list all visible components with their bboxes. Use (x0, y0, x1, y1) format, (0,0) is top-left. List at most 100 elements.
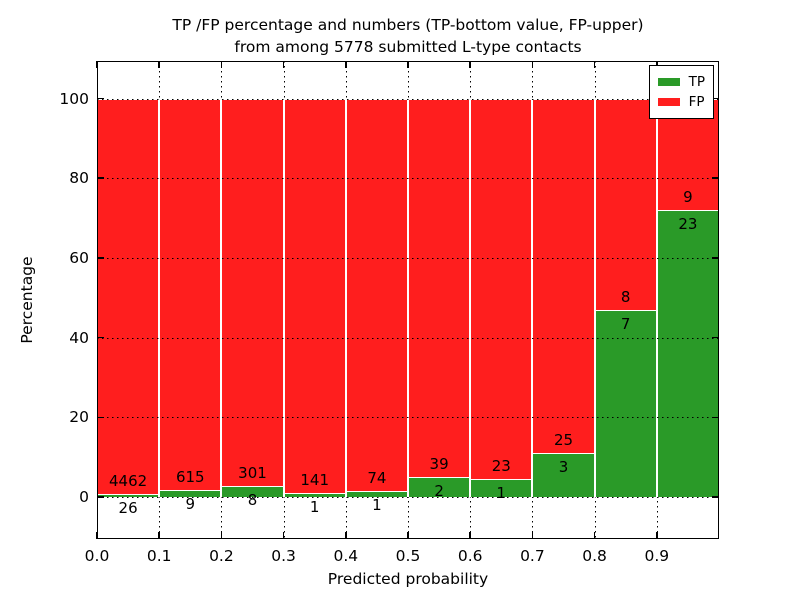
y-tick-mark (97, 416, 104, 419)
x-tick-mark (531, 532, 534, 539)
y-tick-mark (712, 336, 719, 339)
y-tick-mark (97, 496, 104, 498)
stacked-bar (408, 98, 471, 497)
x-tick-mark (593, 61, 596, 68)
x-tick-label: 0.8 (582, 547, 607, 565)
bar-segment-tp (160, 490, 221, 497)
gridline-horizontal (97, 178, 719, 180)
x-tick-label: 0.2 (209, 547, 234, 565)
gridline-horizontal (97, 257, 719, 259)
y-tick-label: 0 (79, 488, 89, 506)
y-tick-mark (97, 336, 104, 339)
x-tick-label: 0.0 (84, 547, 110, 565)
bar-label-fp: 615 (175, 468, 205, 487)
bar-label-fp: 39 (429, 454, 449, 473)
x-tick-label: 0.3 (271, 547, 296, 565)
bar-segment-tp (98, 493, 159, 497)
x-tick-label: 0.9 (644, 547, 670, 565)
bar-label-tp: 7 (620, 315, 631, 334)
bar-label-fp: 74 (367, 468, 387, 487)
x-tick-mark (407, 532, 409, 539)
chart-title-line1: TP /FP percentage and numbers (TP-bottom… (172, 16, 644, 34)
stacked-bar (594, 98, 657, 497)
y-tick-label: 100 (59, 89, 89, 108)
x-tick-mark (656, 61, 658, 68)
x-tick-mark (282, 61, 285, 68)
y-tick-label: 60 (69, 248, 89, 267)
y-tick-mark (97, 177, 104, 179)
x-tick-mark (282, 532, 285, 539)
legend-entry-tp: TP (657, 72, 705, 92)
x-tick-mark (345, 532, 347, 539)
y-tick-label: 80 (69, 169, 89, 188)
bar-label-tp: 26 (118, 498, 138, 517)
gridline-horizontal (97, 337, 719, 339)
bar-label-tp: 1 (372, 495, 382, 514)
stacked-bar (656, 98, 719, 497)
chart-title-line2: from among 5778 submitted L-type contact… (234, 38, 582, 56)
bar-label-tp: 1 (496, 484, 507, 503)
bar-segment-tp (222, 485, 283, 497)
stacked-bar (97, 98, 160, 497)
bar-label-tp: 23 (678, 214, 698, 233)
gridline-horizontal (97, 98, 719, 100)
x-tick-label: 0.4 (333, 547, 359, 565)
x-tick-label: 0.7 (520, 547, 545, 565)
x-tick-mark (656, 532, 658, 539)
x-tick-mark (96, 532, 98, 539)
bar-segment-tp (533, 453, 594, 497)
x-tick-mark (407, 61, 409, 68)
legend-label-fp: FP (688, 94, 705, 110)
x-axis-label: Predicted probability (327, 570, 489, 588)
gridline-horizontal (97, 417, 719, 419)
bar-segment-tp (471, 479, 532, 497)
bar-segment-tp (409, 476, 470, 497)
bar-label-fp: 25 (553, 431, 574, 450)
chart-title: TP /FP percentage and numbers (TP-bottom… (97, 14, 719, 58)
x-tick-mark (96, 61, 98, 68)
bar-segment-tp (595, 310, 656, 497)
stacked-bar (345, 98, 408, 497)
stacked-bar (283, 98, 346, 497)
x-tick-mark (345, 61, 347, 68)
legend: TP FP (648, 65, 714, 119)
gridline-horizontal (97, 497, 719, 498)
x-tick-label: 0.1 (146, 547, 172, 565)
legend-label-tp: TP (688, 74, 705, 90)
bar-segment-tp (657, 209, 718, 497)
bar-label-fp: 23 (491, 457, 511, 476)
bar-label-fp: 9 (683, 187, 693, 206)
y-tick-mark (712, 416, 719, 419)
bar-label-tp: 1 (309, 498, 320, 517)
bar-label-tp: 3 (558, 458, 569, 477)
stacked-bar (532, 98, 595, 497)
stacked-bar (159, 98, 222, 497)
bar-label-tp: 8 (247, 490, 258, 509)
y-tick-mark (712, 97, 719, 100)
stacked-bar (221, 98, 284, 497)
x-tick-mark (220, 532, 223, 539)
bar-label-fp: 8 (620, 288, 631, 307)
y-tick-mark (712, 257, 719, 259)
bar-label-fp: 301 (238, 463, 267, 482)
bar-label-fp: 141 (300, 471, 329, 490)
stacked-bar (470, 98, 533, 497)
x-tick-mark (469, 61, 471, 68)
y-tick-mark (97, 257, 104, 259)
bar-label-tp: 9 (185, 495, 196, 514)
tp-color-swatch (657, 78, 680, 86)
x-tick-mark (158, 61, 160, 68)
x-tick-label: 0.6 (457, 547, 483, 565)
legend-entry-fp: FP (657, 92, 705, 112)
plot-area: TP FP 4462 26 615 9 301 8 141 1 74 1 39 2 23 1 25 3 8 7 9 2… (96, 61, 719, 539)
bar-segment-tp (284, 493, 345, 497)
bar-segment-tp (346, 490, 407, 497)
y-tick-label: 20 (69, 408, 89, 427)
y-tick-mark (712, 496, 719, 498)
x-tick-mark (158, 532, 160, 539)
x-tick-mark (593, 532, 596, 539)
x-tick-mark (531, 61, 534, 68)
x-tick-mark (469, 532, 471, 539)
x-tick-label: 0.5 (395, 547, 421, 565)
